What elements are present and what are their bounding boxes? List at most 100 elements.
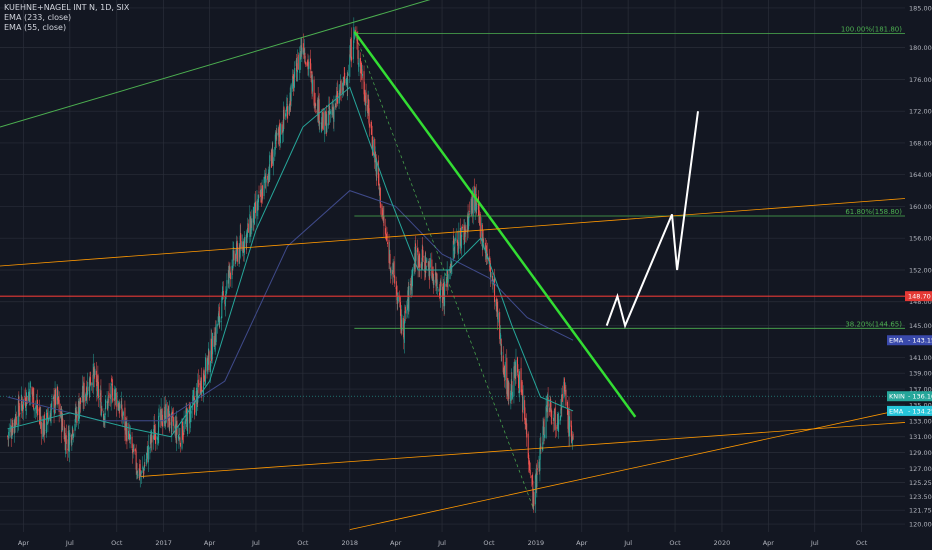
candle-body (527, 433, 529, 459)
candle-body (282, 109, 284, 131)
candle-body (471, 198, 473, 211)
candle-body (50, 409, 52, 424)
candle-body (246, 229, 248, 236)
candle-body (172, 409, 174, 415)
candle-body (365, 95, 367, 106)
candle-body (125, 421, 127, 440)
candle-body (170, 422, 172, 429)
candle-body (118, 407, 120, 411)
candle-body (368, 98, 370, 113)
candle-body (82, 386, 84, 402)
candle-body (235, 254, 237, 259)
candle-body (367, 99, 369, 114)
candle-body (492, 275, 494, 282)
candle-body (107, 398, 109, 409)
candle-body (43, 414, 45, 435)
candle-body (454, 240, 456, 254)
candle-body (564, 386, 566, 390)
candle-body (400, 323, 402, 328)
candle-body (424, 261, 426, 272)
candle-body (304, 61, 306, 65)
candle-body (187, 408, 189, 435)
candle-body (331, 106, 333, 113)
candle-body (385, 233, 387, 236)
candle-body (519, 371, 521, 394)
candle-body (415, 249, 417, 261)
candle-body (127, 430, 129, 440)
candle-body (37, 408, 39, 412)
candle-body (265, 176, 267, 179)
candle-body (182, 421, 184, 440)
candle-body (553, 410, 555, 422)
x-tick-label: Oct (483, 539, 495, 547)
candle-body (214, 348, 216, 350)
time-axis[interactable]: Apr Jul Oct 2017 Apr Jul Oct 2018 Apr Jul Oct 2019 A… (18, 539, 868, 547)
candle-body (420, 263, 422, 269)
candle-body (126, 423, 128, 442)
candle-body (177, 434, 179, 439)
candle-body (149, 447, 151, 450)
candle-body (517, 357, 519, 373)
candle-body (178, 436, 180, 440)
symbol-title[interactable]: KUEHNE+NAGEL INT N, 1D, SIX (4, 3, 130, 12)
candle-body (461, 227, 463, 233)
candle-body (432, 274, 434, 285)
candle-body (342, 83, 344, 95)
candle-body (142, 466, 144, 469)
candle-body (446, 269, 448, 281)
candle-body (478, 210, 480, 221)
candle-body (551, 410, 553, 419)
candle-body (375, 157, 377, 177)
candle-body (40, 415, 42, 421)
candle-body (172, 417, 174, 426)
candle-body (418, 255, 420, 267)
candle-body (447, 270, 449, 288)
candle-body (422, 246, 424, 261)
candle-body (288, 106, 290, 115)
candle-body (100, 406, 102, 416)
candle-body (528, 462, 530, 467)
candle-body (207, 356, 209, 365)
candle-body (435, 272, 437, 287)
candle-body (345, 79, 347, 86)
ema-233-legend[interactable]: EMA (233, close) (4, 13, 72, 22)
candle-body (278, 124, 280, 138)
candle-body (452, 240, 454, 261)
candle-body (95, 370, 97, 383)
x-tick-label: Jul (251, 539, 260, 547)
candle-body (137, 474, 139, 476)
candle-body (335, 96, 337, 107)
candle-body (453, 248, 455, 252)
ema-55-legend[interactable]: EMA (55, close) (4, 23, 67, 32)
candle-body (439, 292, 441, 299)
candle-body (197, 380, 199, 403)
candle-body (476, 204, 478, 210)
candle-body (424, 255, 426, 275)
candle-body (72, 433, 74, 438)
candle-body (130, 434, 132, 440)
candlestick-series (7, 17, 574, 513)
candle-body (518, 375, 520, 389)
candle-body (560, 408, 562, 414)
candle-body (546, 405, 548, 407)
candle-body (92, 382, 94, 386)
candle-body (164, 404, 166, 425)
price-axis[interactable]: 120.00 121.75 123.50 125.25 127.00 129.00 131.… (909, 4, 932, 528)
candle-body (529, 469, 531, 475)
candle-body (208, 348, 210, 360)
candle-body (303, 48, 305, 55)
candle-body (352, 47, 354, 60)
candle-body (106, 401, 108, 403)
candle-body (518, 391, 520, 393)
candle-body (104, 418, 106, 422)
candle-body (318, 98, 320, 122)
y-tick-label: 133.00 (909, 417, 932, 425)
candle-body (236, 241, 238, 255)
candle-body (250, 220, 252, 237)
candle-body (303, 51, 305, 55)
candle-body (479, 216, 481, 221)
candle-body (347, 79, 349, 90)
candle-body (21, 399, 23, 404)
y-tick-label: 141.00 (909, 354, 932, 362)
